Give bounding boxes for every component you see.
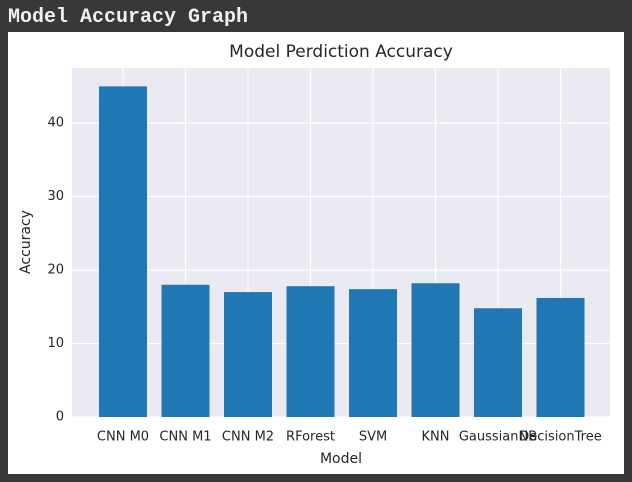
x-tick-label: KNN [422, 430, 450, 445]
y-tick-label: 40 [47, 116, 64, 131]
bar [286, 286, 335, 417]
panel: Model Perdiction Accuracy Model Accuracy… [8, 32, 624, 474]
bar [99, 86, 147, 418]
bar [161, 284, 210, 417]
x-tick-label: CNN M2 [222, 430, 274, 445]
x-tick-label: GaussianNB [459, 430, 537, 445]
bar [474, 308, 522, 417]
bar [224, 292, 272, 417]
plot-background [72, 68, 610, 417]
chart-title: Model Perdiction Accuracy [229, 42, 453, 62]
y-axis-label: Accuracy [18, 210, 34, 274]
x-tick-label: CNN M1 [159, 430, 211, 445]
heading: Model Accuracy Graph [8, 6, 249, 29]
chart: Model Perdiction Accuracy Model Accuracy… [18, 42, 610, 467]
y-tick-label: 10 [47, 336, 64, 351]
y-tick-label: 0 [56, 410, 64, 425]
bar [349, 289, 397, 417]
bar [536, 297, 585, 417]
x-axis-label: Model [320, 451, 362, 467]
x-tick-label: CNN M0 [97, 430, 149, 445]
bar [411, 283, 460, 417]
x-tick-label: DecisionTree [519, 430, 601, 445]
y-tick-label: 20 [47, 263, 64, 278]
y-tick-label: 30 [47, 189, 64, 204]
x-tick-label: RForest [286, 430, 335, 445]
x-tick-label: SVM [359, 430, 387, 445]
